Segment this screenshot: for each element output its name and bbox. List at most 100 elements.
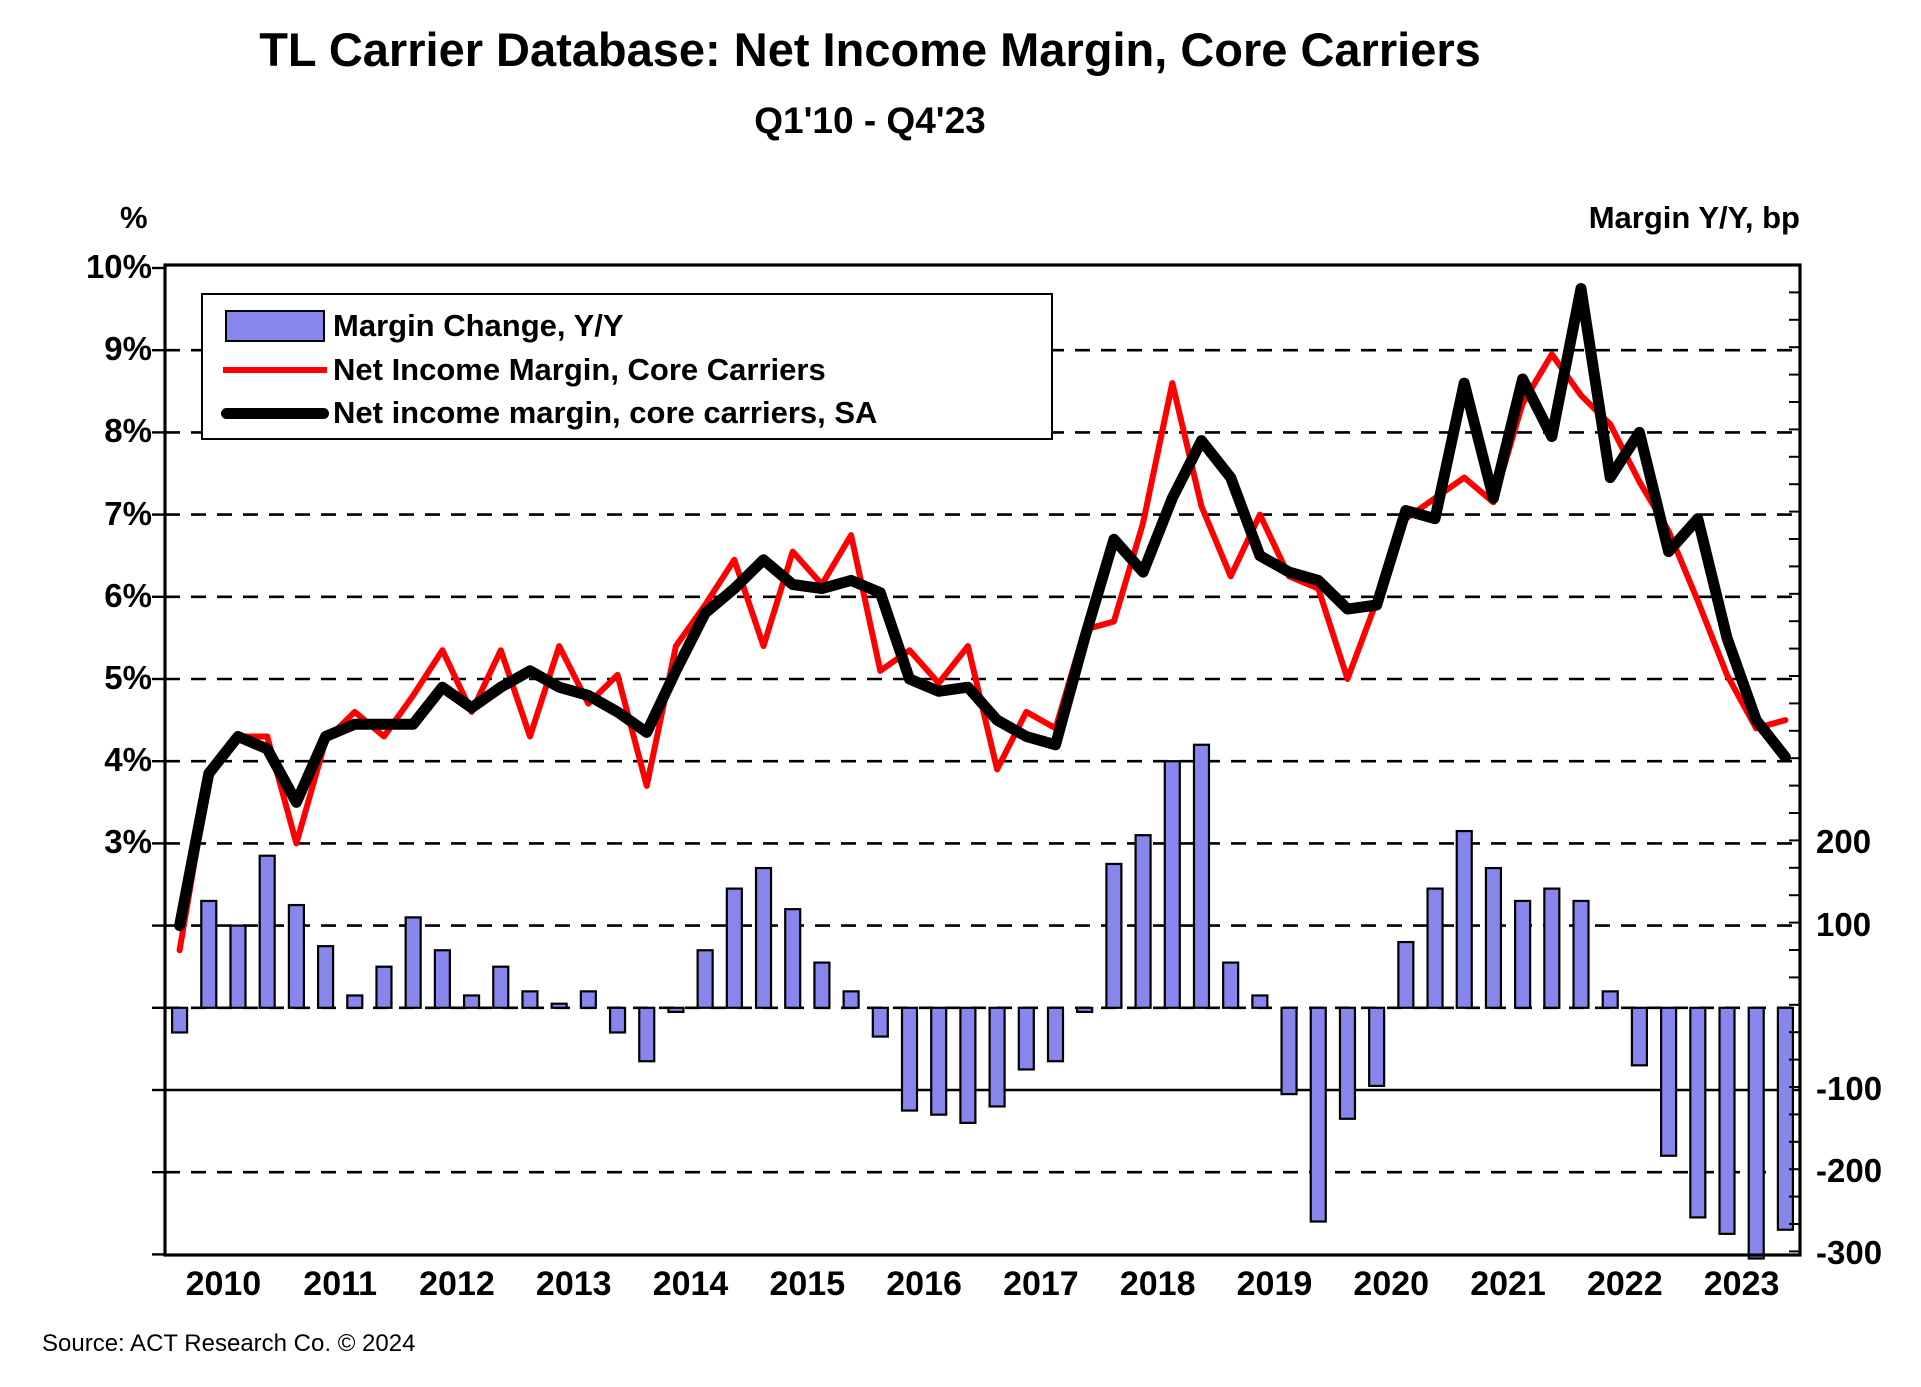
bar-margin-change bbox=[1309, 1006, 1327, 1223]
legend-label: Net Income Margin, Core Carriers bbox=[333, 352, 826, 387]
bar-margin-change bbox=[1660, 1006, 1678, 1157]
bar-margin-change bbox=[608, 1006, 627, 1034]
bar-margin-change bbox=[638, 1006, 656, 1063]
x-axis-year-label: 2011 bbox=[303, 1265, 378, 1303]
bar-margin-change bbox=[754, 866, 773, 1009]
bar-margin-change bbox=[287, 903, 305, 1009]
x-axis-year-label: 2018 bbox=[1119, 1265, 1196, 1303]
x-axis-year-label: 2022 bbox=[1586, 1265, 1663, 1303]
bar-margin-change bbox=[1076, 1006, 1094, 1014]
bar-margin-change bbox=[1017, 1006, 1035, 1071]
left-axis-tick-label: 4% bbox=[104, 741, 152, 779]
right-axis-tick-label: -300 bbox=[1816, 1234, 1883, 1272]
x-axis-year-label: 2020 bbox=[1353, 1265, 1430, 1303]
bar-margin-change bbox=[784, 908, 802, 1009]
bar-margin-change bbox=[813, 961, 831, 1009]
source-note: Source: ACT Research Co. © 2024 bbox=[42, 1330, 416, 1357]
bar-margin-change bbox=[550, 1002, 568, 1009]
chart-title: TL Carrier Database: Net Income Margin, … bbox=[259, 23, 1481, 76]
bar-margin-change bbox=[667, 1006, 685, 1014]
bar-margin-change bbox=[1718, 1006, 1736, 1235]
left-axis-tick-label: 3% bbox=[104, 823, 152, 861]
bar-margin-change bbox=[1192, 743, 1211, 1009]
bar-margin-change bbox=[258, 854, 276, 1009]
bar-margin-change bbox=[1426, 887, 1444, 1009]
x-axis-year-label: 2015 bbox=[769, 1265, 846, 1303]
legend-item-net-income-margin: Net Income Margin, Core Carriers bbox=[221, 347, 826, 393]
bar-margin-change bbox=[1338, 1006, 1357, 1120]
left-axis-tick-label: 9% bbox=[104, 330, 152, 368]
x-axis-year-label: 2012 bbox=[419, 1265, 495, 1303]
bar-margin-change bbox=[170, 1006, 189, 1034]
left-axis-tick-label: 8% bbox=[104, 412, 152, 450]
bar-margin-change bbox=[316, 945, 335, 1009]
bar-margin-change bbox=[1455, 829, 1473, 1009]
bar-margin-change bbox=[1776, 1006, 1795, 1231]
bar-margin-change bbox=[462, 994, 481, 1009]
legend-label: Net income margin, core carriers, SA bbox=[333, 395, 878, 430]
bar-margin-change bbox=[1105, 862, 1123, 1009]
left-axis-tick-label: 10% bbox=[85, 248, 152, 285]
right-axis-tick-label: -100 bbox=[1816, 1070, 1883, 1107]
x-axis-year-label: 2023 bbox=[1703, 1265, 1780, 1303]
bar-margin-change bbox=[1368, 1006, 1386, 1087]
bar-margin-change bbox=[1046, 1006, 1065, 1063]
x-axis-year-label: 2019 bbox=[1236, 1265, 1313, 1303]
bar-margin-change bbox=[900, 1006, 919, 1112]
bar-margin-change bbox=[696, 949, 714, 1009]
bar-margin-change bbox=[492, 965, 510, 1009]
right-axis-tick-label: 200 bbox=[1816, 823, 1872, 861]
bar-margin-change bbox=[1601, 990, 1619, 1009]
legend-box: Margin Change, Y/Y Net Income Margin, Co… bbox=[201, 293, 1053, 440]
bar-margin-change bbox=[1163, 760, 1181, 1009]
chart-subtitle: Q1'10 - Q4'23 bbox=[754, 100, 986, 141]
bar-margin-change bbox=[346, 994, 364, 1009]
left-axis-unit-label: % bbox=[120, 200, 148, 235]
right-axis-title: Margin Y/Y, bp bbox=[1588, 200, 1800, 235]
x-axis-year-label: 2014 bbox=[652, 1265, 729, 1303]
bar-margin-change bbox=[433, 949, 451, 1009]
bar-margin-change bbox=[930, 1006, 948, 1116]
bar-margin-change bbox=[1543, 887, 1561, 1009]
bar-margin-change bbox=[404, 916, 422, 1009]
x-axis-year-label: 2016 bbox=[886, 1265, 962, 1303]
bar-margin-change bbox=[521, 990, 539, 1009]
bar-margin-change bbox=[1689, 1006, 1707, 1219]
x-axis-year-label: 2010 bbox=[185, 1265, 262, 1303]
bar-margin-change bbox=[871, 1006, 889, 1038]
bar-margin-change bbox=[959, 1006, 977, 1124]
bar-margin-change bbox=[988, 1006, 1006, 1108]
legend-item-margin-change: Margin Change, Y/Y bbox=[221, 303, 624, 349]
black-line-swatch-icon bbox=[221, 407, 329, 419]
legend-label: Margin Change, Y/Y bbox=[333, 308, 624, 343]
legend-item-net-income-margin-sa: Net income margin, core carriers, SA bbox=[221, 390, 877, 436]
right-axis-tick-label: 100 bbox=[1816, 905, 1872, 943]
line-net-income-margin bbox=[176, 351, 1789, 954]
right-axis-tick-label: -200 bbox=[1816, 1152, 1883, 1190]
bar-margin-change bbox=[1514, 899, 1532, 1009]
bar-margin-change bbox=[1222, 961, 1240, 1009]
bar-margin-change bbox=[1251, 994, 1269, 1009]
line-net-income-margin-sa bbox=[174, 283, 1791, 932]
x-axis-year-label: 2013 bbox=[535, 1265, 612, 1303]
bar-margin-change bbox=[375, 965, 393, 1009]
bar-margin-change bbox=[1572, 899, 1590, 1009]
x-axis-year-label: 2017 bbox=[1003, 1265, 1079, 1303]
bar-margin-change bbox=[842, 990, 860, 1009]
bar-margin-change bbox=[1630, 1006, 1649, 1067]
left-axis-tick-label: 6% bbox=[104, 576, 152, 614]
bar-margin-change bbox=[1280, 1006, 1298, 1096]
bar-margin-change bbox=[229, 924, 247, 1009]
left-axis-tick-label: 7% bbox=[104, 494, 152, 532]
bar-margin-change bbox=[1134, 834, 1152, 1009]
red-line-swatch-icon bbox=[221, 367, 329, 373]
bar-margin-change bbox=[1747, 1006, 1765, 1260]
bar-margin-change bbox=[1484, 866, 1503, 1009]
left-axis-tick-label: 5% bbox=[104, 659, 152, 696]
bar-margin-change bbox=[1397, 940, 1415, 1009]
bar-margin-change bbox=[579, 990, 597, 1009]
bar-margin-change bbox=[725, 887, 743, 1009]
bar-swatch-icon bbox=[221, 310, 329, 342]
